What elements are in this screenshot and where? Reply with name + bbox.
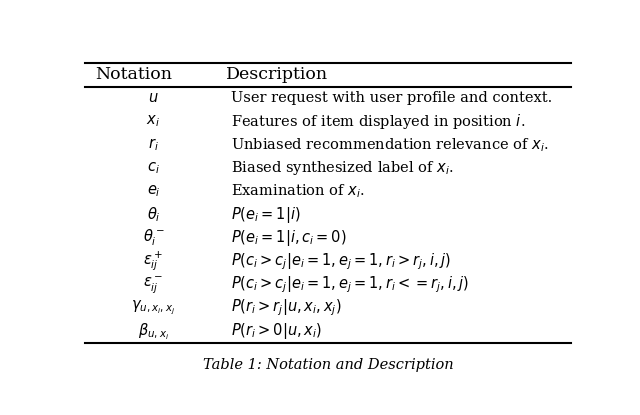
Text: Notation: Notation <box>95 66 172 83</box>
Text: $P(e_i = 1|i)$: $P(e_i = 1|i)$ <box>231 205 301 225</box>
Text: $e_i$: $e_i$ <box>147 184 160 199</box>
Text: $\gamma_{u,x_i,x_j}$: $\gamma_{u,x_i,x_j}$ <box>131 299 175 317</box>
Text: $\theta_i^-$: $\theta_i^-$ <box>143 228 164 249</box>
Text: $c_i$: $c_i$ <box>147 160 160 176</box>
Text: $P(e_i = 1|i, c_i = 0)$: $P(e_i = 1|i, c_i = 0)$ <box>231 228 347 248</box>
Text: $P(c_i > c_j|e_i = 1, e_j = 1, r_i <= r_j, i, j)$: $P(c_i > c_j|e_i = 1, e_j = 1, r_i <= r_… <box>231 275 470 295</box>
Text: Examination of $x_i$.: Examination of $x_i$. <box>231 183 365 200</box>
Text: $\epsilon_{ij}^+$: $\epsilon_{ij}^+$ <box>143 250 163 273</box>
Text: $\epsilon_{ij}^-$: $\epsilon_{ij}^-$ <box>143 274 163 295</box>
Text: Description: Description <box>227 66 328 83</box>
Text: $u$: $u$ <box>148 91 159 105</box>
Text: $x_i$: $x_i$ <box>147 114 161 129</box>
Text: Table 1: Notation and Description: Table 1: Notation and Description <box>203 358 453 371</box>
Text: $P(r_i > 0|u, x_i)$: $P(r_i > 0|u, x_i)$ <box>231 322 323 342</box>
Text: $r_i$: $r_i$ <box>148 137 159 153</box>
Text: $\beta_{u,x_i}$: $\beta_{u,x_i}$ <box>138 321 169 342</box>
Text: Biased synthesized label of $x_i$.: Biased synthesized label of $x_i$. <box>231 159 454 177</box>
Text: $\theta_i$: $\theta_i$ <box>147 205 160 224</box>
Text: $P(c_i > c_j|e_i = 1, e_j = 1, r_i > r_j, i, j)$: $P(c_i > c_j|e_i = 1, e_j = 1, r_i > r_j… <box>231 251 452 272</box>
Text: Features of item displayed in position $i$.: Features of item displayed in position $… <box>231 112 525 131</box>
Text: Unbiased recommendation relevance of $x_i$.: Unbiased recommendation relevance of $x_… <box>231 136 549 154</box>
Text: $P(r_i > r_j|u, x_i, x_j)$: $P(r_i > r_j|u, x_i, x_j)$ <box>231 298 342 318</box>
Text: User request with user profile and context.: User request with user profile and conte… <box>231 91 552 105</box>
